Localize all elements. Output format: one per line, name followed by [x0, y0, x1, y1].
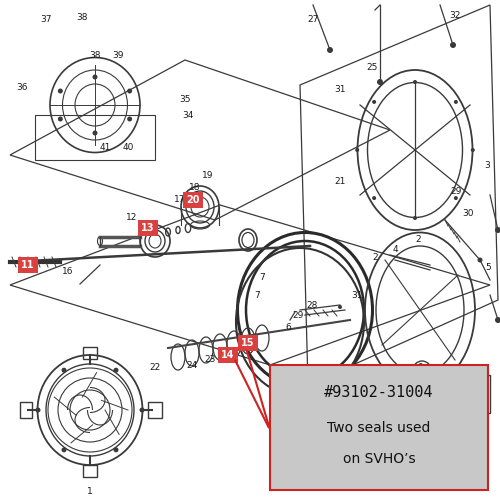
- Text: 28: 28: [306, 300, 318, 310]
- Text: 31: 31: [334, 86, 346, 94]
- Circle shape: [327, 47, 333, 53]
- Text: 13: 13: [142, 223, 155, 233]
- Circle shape: [454, 196, 458, 200]
- Text: 7: 7: [259, 274, 265, 282]
- Circle shape: [355, 148, 359, 152]
- Text: 9: 9: [417, 364, 423, 372]
- Bar: [148, 402, 162, 418]
- FancyBboxPatch shape: [270, 365, 488, 490]
- Text: 5: 5: [485, 264, 491, 272]
- Circle shape: [478, 398, 482, 402]
- Text: 38: 38: [76, 14, 88, 22]
- Text: 40: 40: [122, 144, 134, 152]
- Text: 29: 29: [292, 312, 304, 320]
- Circle shape: [338, 305, 342, 309]
- Circle shape: [450, 42, 456, 48]
- Text: 14: 14: [221, 350, 235, 360]
- Circle shape: [36, 408, 41, 412]
- Text: 30: 30: [462, 208, 474, 218]
- Text: 7: 7: [254, 290, 260, 300]
- Circle shape: [127, 88, 132, 94]
- Text: 17: 17: [174, 196, 186, 204]
- Circle shape: [372, 196, 376, 200]
- Text: 15: 15: [241, 338, 255, 348]
- Circle shape: [62, 368, 66, 372]
- Text: 22: 22: [150, 364, 160, 372]
- Bar: [83, 347, 97, 359]
- Text: on SVHO’s: on SVHO’s: [342, 452, 415, 466]
- Text: 10: 10: [454, 426, 466, 434]
- Circle shape: [457, 427, 463, 433]
- Circle shape: [413, 80, 417, 84]
- Circle shape: [438, 398, 442, 402]
- Circle shape: [140, 408, 144, 412]
- Circle shape: [92, 130, 98, 136]
- Circle shape: [478, 258, 482, 262]
- Circle shape: [58, 88, 63, 94]
- Text: 20: 20: [186, 195, 200, 205]
- Circle shape: [62, 448, 66, 452]
- Text: 1: 1: [87, 488, 93, 496]
- Bar: [83, 465, 97, 477]
- Circle shape: [454, 100, 458, 104]
- Circle shape: [372, 100, 376, 104]
- Text: 34: 34: [182, 110, 194, 120]
- Text: 19: 19: [202, 170, 214, 179]
- Circle shape: [478, 388, 482, 392]
- Circle shape: [413, 216, 417, 220]
- Text: 25: 25: [366, 64, 378, 72]
- Text: 3: 3: [484, 160, 490, 170]
- Text: 29: 29: [450, 188, 462, 196]
- Circle shape: [127, 116, 132, 121]
- Text: 37: 37: [40, 16, 52, 24]
- Circle shape: [419, 367, 425, 373]
- Circle shape: [495, 317, 500, 323]
- Text: 8: 8: [454, 368, 460, 376]
- Circle shape: [114, 368, 118, 372]
- Text: 4: 4: [392, 246, 398, 254]
- Text: 41: 41: [100, 144, 110, 152]
- Text: 11: 11: [21, 260, 35, 270]
- Text: 24: 24: [186, 360, 198, 370]
- Circle shape: [471, 148, 475, 152]
- Circle shape: [377, 79, 383, 85]
- Circle shape: [495, 227, 500, 233]
- Bar: [435, 375, 490, 413]
- Text: 2: 2: [372, 254, 378, 262]
- Text: 27: 27: [308, 16, 318, 24]
- Text: 12: 12: [126, 214, 138, 222]
- Text: 38: 38: [89, 50, 101, 59]
- Circle shape: [58, 116, 63, 121]
- Text: #93102-31004: #93102-31004: [324, 385, 434, 400]
- Text: 32: 32: [450, 10, 460, 20]
- Text: Two seals used: Two seals used: [328, 420, 430, 434]
- Circle shape: [92, 74, 98, 80]
- Circle shape: [114, 448, 118, 452]
- Text: 36: 36: [16, 84, 28, 92]
- Text: 31: 31: [351, 290, 363, 300]
- Circle shape: [438, 388, 442, 392]
- Text: 18: 18: [189, 184, 201, 192]
- Text: 23: 23: [204, 356, 216, 364]
- Text: 39: 39: [112, 50, 124, 59]
- Bar: [20, 402, 32, 418]
- Text: 21: 21: [334, 178, 345, 186]
- Text: 6: 6: [285, 324, 291, 332]
- Text: 16: 16: [62, 268, 74, 276]
- Text: 35: 35: [179, 96, 191, 104]
- Text: 2: 2: [415, 236, 421, 244]
